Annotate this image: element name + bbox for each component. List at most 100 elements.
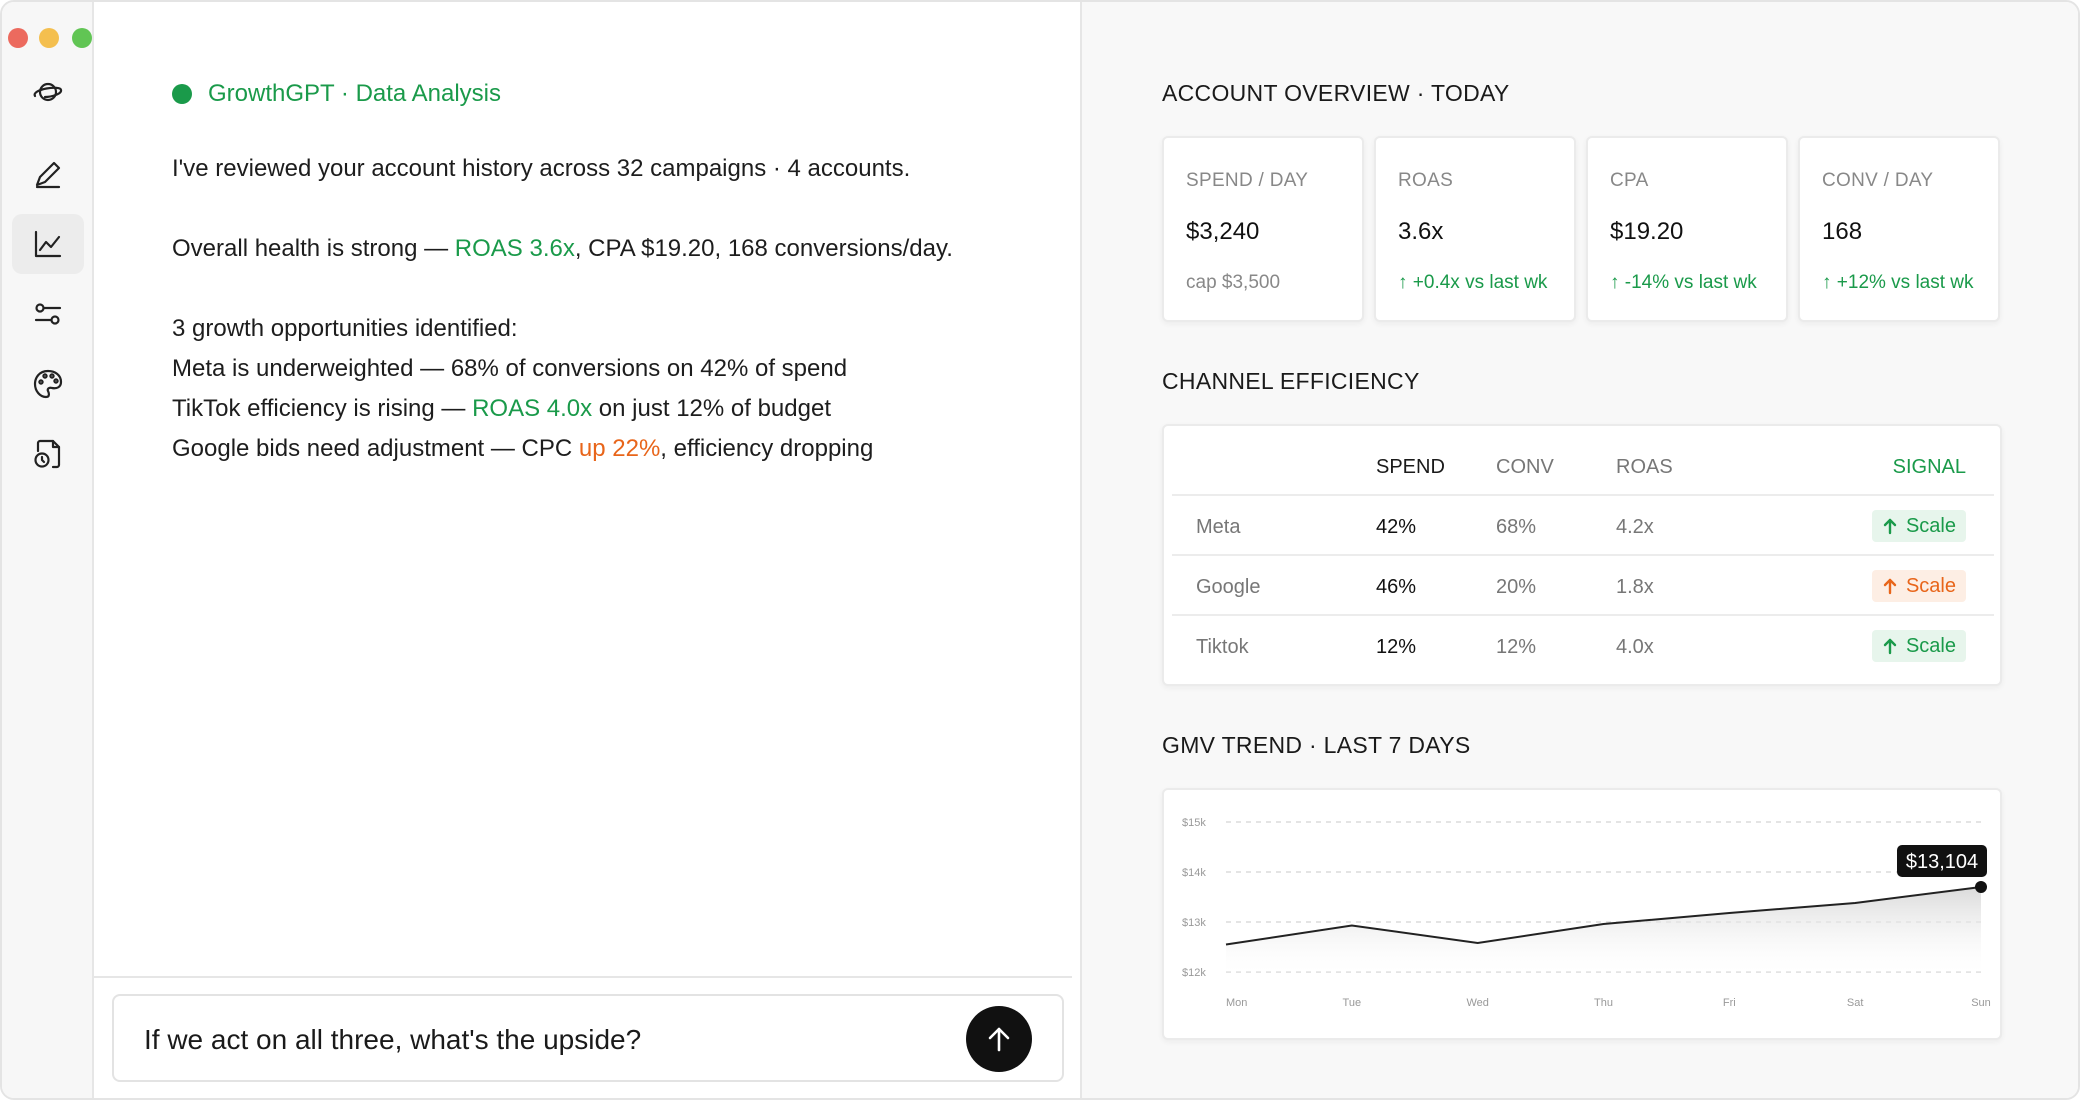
kpi-trend-text: +12% vs last wk <box>1836 272 1974 293</box>
kpi-card-conversions: CONV / DAY 168 ↑ +12% vs last wk <box>1798 136 2000 322</box>
kpi-trend-text: +0.4x vs last wk <box>1412 272 1548 293</box>
channel-table: SPEND CONV ROAS SIGNAL Meta 42% 68% 4.2x… <box>1162 424 2002 686</box>
column-header-roas: ROAS <box>1616 456 1673 478</box>
sliders-icon[interactable] <box>12 284 84 344</box>
agent-header: GrowthGPT · Data Analysis <box>172 80 501 108</box>
signal-label: Scale <box>1905 574 1956 597</box>
kpi-card-roas: ROAS 3.6x ↑ +0.4x vs last wk <box>1374 136 1576 322</box>
pencil-icon[interactable] <box>12 144 84 204</box>
palette-icon[interactable] <box>12 354 84 414</box>
y-tick-label: $15k <box>1182 817 1206 829</box>
arrow-up-icon <box>1883 638 1897 655</box>
x-tick-label: Sat <box>1847 997 1864 1009</box>
kpi-trend: ↑ +0.4x vs last wk <box>1398 272 1548 293</box>
sidebar <box>2 2 94 1098</box>
y-tick-label: $13k <box>1182 917 1206 929</box>
document-clock-icon[interactable] <box>12 424 84 484</box>
x-tick-label: Wed <box>1466 997 1488 1009</box>
value-callout-label: $13,104 <box>1906 851 1978 873</box>
y-tick-label: $14k <box>1182 867 1206 879</box>
kpi-card-spend: SPEND / DAY $3,240 cap $3,500 <box>1162 136 1364 322</box>
status-dot <box>172 84 192 104</box>
channel-conv: 68% <box>1496 516 1537 538</box>
zoom-window-button[interactable] <box>72 28 92 48</box>
kpi-label: ROAS <box>1398 170 1454 191</box>
health-roas: ROAS 3.6x <box>454 235 575 262</box>
kpi-label: SPEND / DAY <box>1186 170 1309 191</box>
dashboard-pane: ACCOUNT OVERVIEW · TODAY SPEND / DAY $3,… <box>1080 2 2078 1098</box>
value-callout <box>1897 845 1987 877</box>
x-tick-label: Tue <box>1343 997 1362 1009</box>
arrow-up-icon <box>1883 518 1897 535</box>
column-header-spend: SPEND <box>1376 456 1445 478</box>
channel-spend: 42% <box>1376 516 1417 538</box>
arrow-up-icon <box>988 1027 1010 1052</box>
area-fill <box>1226 887 1981 972</box>
tiktok-text-end: on just 12% of budget <box>592 395 831 422</box>
series-line <box>1225 886 1982 946</box>
kpi-sub: cap $3,500 <box>1186 272 1281 293</box>
message-intro: I've reviewed your account history acros… <box>172 155 911 182</box>
x-tick-label: Thu <box>1594 997 1613 1009</box>
row-divider <box>1172 554 1994 556</box>
channel-spend: 12% <box>1376 636 1417 658</box>
opportunity-meta: Meta is underweighted — 68% of conversio… <box>172 355 848 382</box>
channel-roas: 1.8x <box>1616 576 1654 598</box>
health-text: Overall health is strong — <box>172 235 455 262</box>
signal-label: Scale <box>1905 634 1956 657</box>
kpi-label: CONV / DAY <box>1822 170 1934 191</box>
close-window-button[interactable] <box>8 28 28 48</box>
send-button[interactable] <box>966 1006 1032 1072</box>
x-tick-label: Sun <box>1971 997 1991 1009</box>
composer-divider <box>94 976 1072 978</box>
channel-roas: 4.0x <box>1616 636 1654 658</box>
signal-badge-google[interactable]: Scale <box>1871 570 1966 602</box>
minimize-window-button[interactable] <box>39 28 59 48</box>
message-health: Overall health is strong — ROAS 3.6x, CP… <box>172 234 953 264</box>
channel-spend: 46% <box>1376 576 1417 598</box>
chat-pane: GrowthGPT · Data Analysis I've reviewed … <box>94 2 1080 1098</box>
kpi-trend-text: -14% vs last wk <box>1624 272 1757 293</box>
signal-label: Scale <box>1905 514 1956 537</box>
kpi-trend: ↑ +12% vs last wk <box>1822 272 1974 293</box>
end-point <box>1975 881 1987 893</box>
trend-title: GMV TREND · LAST 7 DAYS <box>1162 732 1471 758</box>
kpi-card-cpa: CPA $19.20 ↑ -14% vs last wk <box>1586 136 1788 322</box>
gmv-trend-chart: $12k $13k $14k $15k Mon Tue Wed Thu Fri Sat Sun $13… <box>1182 817 1991 1009</box>
kpi-value: $19.20 <box>1610 218 1684 245</box>
tiktok-roas: ROAS 4.0x <box>472 395 593 422</box>
kpi-value: $3,240 <box>1186 218 1260 245</box>
channel-roas: 4.2x <box>1616 516 1654 538</box>
channel-conv: 20% <box>1496 576 1537 598</box>
gmv-chart-card: $12k $13k $14k $15k Mon Tue Wed Thu Fri Sat Sun $13… <box>1162 788 2002 1040</box>
arrow-up-icon <box>1883 578 1897 595</box>
google-text-end: , efficiency dropping <box>660 435 874 462</box>
kpi-trend: ↑ -14% vs last wk <box>1610 272 1757 293</box>
kpi-label: CPA <box>1610 170 1649 191</box>
x-tick-label: Mon <box>1226 997 1247 1009</box>
channel-title: CHANNEL EFFICIENCY <box>1162 368 1420 394</box>
kpi-value: 3.6x <box>1398 218 1444 245</box>
message-input[interactable] <box>144 1020 924 1060</box>
channel-name: Meta <box>1196 516 1241 538</box>
agent-name: GrowthGPT · Data Analysis <box>208 80 501 107</box>
x-tick-label: Fri <box>1723 997 1736 1009</box>
overview-title: ACCOUNT OVERVIEW · TODAY <box>1162 80 1510 106</box>
planet-icon[interactable] <box>12 62 84 122</box>
google-cpc-change: up 22% <box>578 435 661 462</box>
kpi-value: 168 <box>1822 218 1863 245</box>
message-opps-title: 3 growth opportunities identified: <box>172 315 518 342</box>
y-tick-label: $12k <box>1182 967 1206 979</box>
channel-conv: 12% <box>1496 636 1537 658</box>
google-text: Google bids need adjustment — CPC <box>172 435 579 462</box>
signal-badge-meta[interactable]: Scale <box>1871 510 1966 542</box>
line-chart-icon[interactable] <box>12 214 84 274</box>
channel-name: Tiktok <box>1196 636 1249 658</box>
health-text-end: , CPA $19.20, 168 conversions/day. <box>574 235 953 262</box>
opportunity-google: Google bids need adjustment — CPC up 22%… <box>172 434 873 464</box>
signal-badge-tiktok[interactable]: Scale <box>1871 630 1966 662</box>
opportunity-tiktok: TikTok efficiency is rising — ROAS 4.0x … <box>172 394 831 424</box>
column-header-conv: CONV <box>1496 456 1554 478</box>
column-header-signal: SIGNAL <box>1892 456 1966 478</box>
